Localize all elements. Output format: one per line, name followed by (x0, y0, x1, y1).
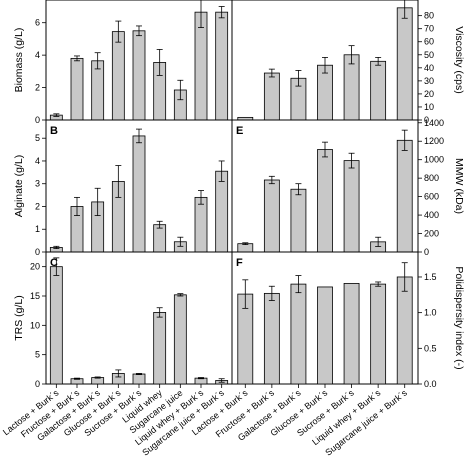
y-axis-label: Alginate (g/L) (13, 155, 25, 217)
y-tick-label: 0 (424, 115, 429, 125)
panel-letter: B (50, 125, 58, 137)
y-tick-label: 80 (424, 11, 434, 21)
y-tick-label: 4 (35, 156, 40, 166)
panel-b: 0 1 2 3 4 5 Alginate (g/L) B (13, 119, 233, 257)
bar (343, 282, 360, 385)
y-tick-label: 0 (424, 247, 429, 257)
bar (153, 312, 167, 385)
y-tick-label: 0.5 (424, 343, 437, 353)
bar (263, 292, 280, 385)
y-tick-label: 600 (424, 192, 439, 202)
y-tick-label: 200 (424, 229, 439, 239)
y-axis-label: Viscosity (cps) (453, 26, 465, 94)
panel-e: 0 200 400 600 800 1000 1200 1400 MMW (kDa) E (231, 118, 465, 257)
bar (396, 7, 413, 121)
y-tick-label: 40 (424, 63, 434, 73)
y-tick-label: 0 (35, 379, 40, 389)
y-tick-label: 800 (424, 173, 439, 183)
bar (49, 266, 63, 385)
y-tick-label: 1000 (424, 155, 444, 165)
y-tick-label: 15 (30, 291, 40, 301)
bar (132, 30, 146, 121)
y-tick-label: 0 (35, 115, 40, 125)
bar (343, 160, 360, 253)
y-tick-label: 5 (35, 133, 40, 143)
y-tick-label: 5 (35, 350, 40, 360)
y-tick-label: 20 (30, 262, 40, 272)
panel-d: 0 10 20 30 40 50 60 70 80 Viscosity (cps) (231, 0, 465, 125)
bar (91, 60, 105, 121)
y-tick-label: 400 (424, 210, 439, 220)
panel-letter: E (236, 125, 243, 137)
bar (290, 188, 307, 253)
bar (215, 170, 229, 253)
bar (194, 11, 208, 121)
y-tick-label: 10 (30, 320, 40, 330)
panel-letter: C (50, 257, 58, 269)
panel-frame (45, 251, 233, 385)
bar (132, 373, 146, 385)
y-tick-label: 1 (35, 224, 40, 234)
y-tick-label: 30 (424, 76, 434, 86)
y-tick-label: 50 (424, 50, 434, 60)
y-tick-label: 2 (35, 201, 40, 211)
y-tick-label: 1.5 (424, 272, 437, 282)
y-tick-label: 1.0 (424, 308, 437, 318)
bar (173, 294, 187, 385)
y-tick-label: 2 (35, 83, 40, 93)
bar (396, 276, 413, 385)
bar (263, 179, 280, 253)
y-tick-label: 10 (424, 102, 434, 112)
bar (111, 31, 125, 121)
bar (70, 57, 84, 121)
bar (370, 60, 387, 121)
y-axis-label: Polidispersity index (-) (453, 266, 465, 369)
y-axis-label: Biomass (g/L) (13, 28, 25, 93)
bar (263, 72, 280, 121)
y-tick-label: 60 (424, 37, 434, 47)
y-tick-label: 4 (35, 50, 40, 60)
bar (290, 283, 307, 385)
bar (153, 224, 167, 253)
y-tick-label: 20 (424, 89, 434, 99)
panel-a: 0 2 4 6 Biomass (g/L) (13, 0, 233, 125)
bar (215, 11, 229, 121)
panel-letter: F (236, 257, 243, 269)
bar (132, 135, 146, 253)
panel-f: 0.00.51.01.5 Polidispersity index (-)FLac… (190, 251, 465, 458)
bar (317, 286, 333, 385)
bar (194, 196, 208, 253)
bar (396, 139, 413, 253)
y-tick-label: 0 (35, 247, 40, 257)
bar (343, 54, 360, 121)
y-axis-label: TRS (g/L) (13, 295, 25, 341)
y-axis-label: MMW (kDa) (453, 158, 465, 214)
y-tick-label: 6 (35, 18, 40, 28)
y-tick-label: 1400 (424, 118, 444, 128)
y-tick-label: 1200 (424, 136, 444, 146)
y-tick-label: 0.0 (424, 379, 437, 389)
y-tick-label: 3 (35, 179, 40, 189)
y-tick-label: 70 (424, 24, 434, 34)
bar (317, 149, 333, 253)
bar (370, 283, 387, 385)
